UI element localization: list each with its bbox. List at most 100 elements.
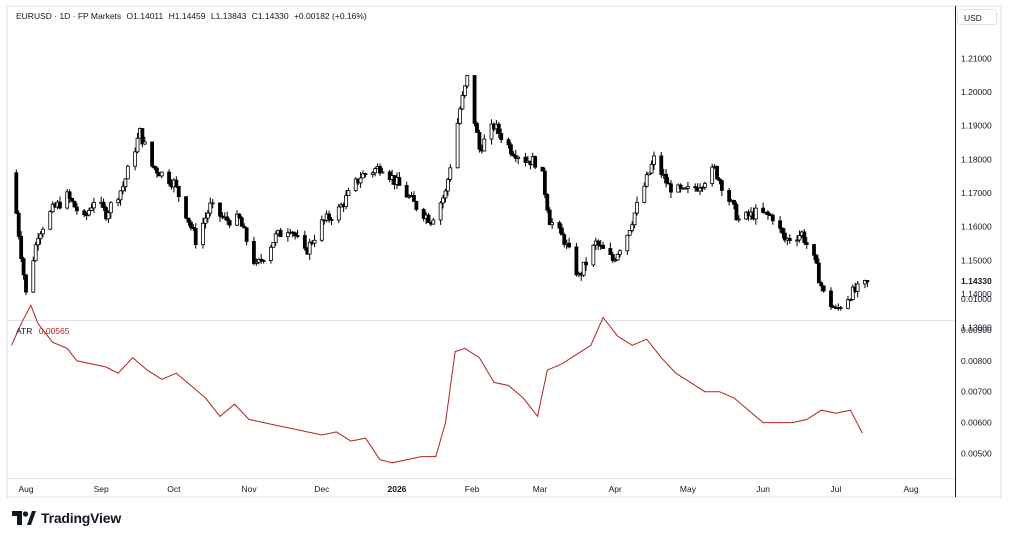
candle-body [188, 221, 193, 228]
time-tick-label: Sep [94, 484, 109, 494]
candle-body [295, 235, 300, 237]
candle-body [227, 220, 232, 226]
time-tick-label: Jul [830, 484, 841, 494]
candle-body [509, 144, 513, 155]
candle-body [443, 190, 448, 199]
candle-body [766, 211, 770, 216]
candle-body [499, 133, 504, 141]
candle-body [278, 229, 283, 238]
candle-body [719, 180, 724, 191]
candle-body [150, 141, 154, 167]
candle-body [710, 166, 715, 184]
candle-body [693, 186, 698, 189]
candle-body [618, 250, 622, 255]
tradingview-logo[interactable]: TradingView [12, 510, 121, 526]
candle-body [186, 217, 191, 223]
candle-body [700, 186, 705, 189]
candle-body [547, 209, 552, 226]
candle-body [562, 234, 567, 245]
candle-body [496, 123, 501, 134]
candle-body [795, 239, 799, 242]
candle-body [218, 202, 222, 217]
candle-body [642, 185, 647, 203]
candle-body [201, 222, 205, 245]
candle-body [24, 274, 28, 293]
candle-body [261, 260, 266, 262]
candle-body [346, 190, 351, 196]
candle-body [829, 290, 833, 307]
candle-body [780, 227, 785, 234]
symbol-header: EURUSD · 1D · FP Markets O1.14011 H1.144… [16, 11, 370, 21]
candle-body [50, 203, 55, 213]
candle-body [89, 207, 94, 211]
time-tick-label: Mar [533, 484, 548, 494]
candle-body [465, 75, 470, 87]
candle-body [613, 259, 618, 262]
ohlc-close: C1.14330 [251, 11, 289, 21]
candle-body [848, 299, 853, 301]
candle-body [203, 217, 208, 224]
candle-body [649, 164, 654, 174]
candle-body [412, 194, 416, 202]
candle-body [727, 190, 732, 202]
candle-body [787, 237, 792, 242]
candle-body [268, 246, 273, 261]
candle-body [523, 156, 528, 163]
candle-body [33, 244, 38, 262]
candle-body [167, 171, 171, 185]
candle-body [821, 285, 826, 292]
candle-body [82, 210, 87, 215]
time-tick-label: Aug [903, 484, 918, 494]
candle-body [19, 235, 24, 259]
candle-body [458, 108, 462, 124]
ohlc-change: +0.00182 (+0.16%) [293, 11, 367, 21]
atr-tick-label: 0.01000 [961, 294, 992, 304]
candle-body [353, 178, 358, 191]
candle-body [285, 232, 290, 238]
candle-body [336, 206, 341, 221]
candle-body [482, 138, 487, 152]
candle-body [625, 234, 630, 252]
candle-body [455, 122, 460, 169]
candle-body [574, 246, 579, 276]
current-price-label: 1.14330 [961, 276, 992, 286]
candle-body [116, 199, 121, 204]
candle-body [358, 177, 363, 184]
atr-value: 0.00565 [38, 326, 70, 336]
candle-body [610, 254, 615, 262]
atr-label[interactable]: ATR [16, 326, 33, 336]
atr-tick-label: 0.00700 [961, 387, 992, 397]
candle-body [184, 196, 188, 219]
symbol-title[interactable]: EURUSD · 1D · FP Markets [16, 11, 122, 21]
candle-body [327, 213, 331, 220]
candle-body [664, 173, 669, 184]
candle-body [652, 155, 656, 165]
candle-body [208, 202, 213, 214]
candle-body [91, 202, 96, 209]
candle-body [812, 244, 816, 256]
candle-body [559, 227, 564, 236]
candle-body [142, 141, 147, 145]
price-tick-label: 1.21000 [961, 53, 992, 63]
brand-name: TradingView [41, 510, 122, 526]
candle-body [329, 219, 334, 221]
candle-body [70, 198, 74, 202]
candle-body [210, 202, 215, 205]
atr-line [11, 303, 863, 464]
candle-body [819, 282, 824, 287]
candle-body [511, 153, 516, 157]
candle-body [426, 214, 431, 223]
candle-body [159, 171, 164, 177]
candle-body [14, 172, 19, 214]
time-tick-label: Aug [18, 484, 33, 494]
candle-body [630, 224, 635, 231]
time-tick-label: May [680, 484, 697, 494]
candle-body [462, 85, 467, 96]
candle-body [397, 177, 402, 186]
candle-body [361, 173, 365, 179]
candle-body [802, 231, 807, 244]
ohlc-high: H1.14459 [168, 11, 206, 21]
candle-body [135, 137, 140, 153]
currency-button[interactable]: USD [957, 9, 997, 25]
